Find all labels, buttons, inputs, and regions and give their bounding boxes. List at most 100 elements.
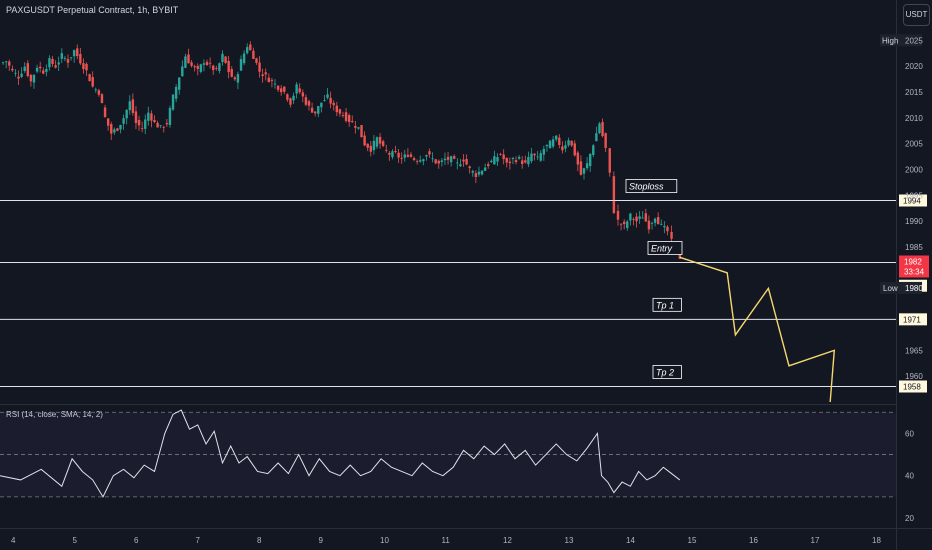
candle-body	[29, 74, 33, 82]
candle-body	[292, 95, 295, 101]
level-label-box	[652, 365, 682, 379]
candle-body	[641, 217, 644, 219]
candle-body	[462, 159, 465, 162]
pane-separator	[0, 404, 896, 405]
candle-body	[190, 62, 193, 66]
price-axis[interactable]: 2020 2015 2010 2005 2000 1995 1990 1985 1965 1960…	[880, 34, 929, 381]
candle-body	[264, 72, 267, 75]
candle-body	[453, 156, 456, 159]
candle-body	[585, 163, 589, 169]
candle-body	[480, 170, 484, 175]
level-tag-bg	[899, 313, 927, 326]
candle-body	[276, 85, 280, 90]
candle-body	[150, 113, 153, 121]
candle-body	[555, 135, 558, 140]
candle-body	[326, 94, 329, 98]
candle-body	[443, 158, 447, 161]
candle-body	[335, 105, 339, 113]
rsi-tick-label: 40	[905, 472, 914, 481]
candle-body	[545, 144, 549, 147]
candle-body	[595, 133, 598, 142]
candle-body	[153, 119, 156, 123]
candle-body	[366, 143, 369, 148]
candle-body	[372, 140, 376, 151]
currency-button[interactable]: USDT	[903, 4, 930, 26]
candle-body	[227, 60, 230, 73]
current-price-timer: 33:34	[904, 268, 925, 277]
candle-body	[419, 160, 422, 162]
candle-body	[412, 158, 416, 161]
candle-body	[193, 66, 196, 68]
time-tick-label: 4	[11, 536, 16, 545]
candle-body	[483, 167, 487, 171]
candle-body	[608, 148, 611, 173]
level-label-box	[647, 241, 683, 255]
candle-body	[156, 122, 159, 128]
time-tick-label: 13	[565, 536, 574, 545]
candle-body	[456, 162, 459, 164]
candle-body	[459, 164, 462, 167]
candle-body	[579, 161, 583, 175]
candle-body	[119, 124, 122, 130]
candle-body	[647, 220, 651, 230]
candle-body	[378, 136, 382, 144]
candle-body	[431, 158, 434, 160]
candle-body	[329, 97, 332, 104]
candle-body	[533, 153, 536, 156]
candle-body	[582, 168, 586, 174]
candle-body	[286, 94, 289, 100]
time-tick-label: 18	[872, 536, 881, 545]
time-tick-label: 9	[319, 536, 324, 545]
candle-body	[85, 63, 88, 71]
candle-body	[94, 89, 97, 91]
chart-title: PAXGUSDT Perpetual Contract, 1h, BYBIT	[6, 5, 179, 15]
time-tick-label: 17	[811, 536, 820, 545]
candle-body	[511, 158, 515, 160]
candle-body	[403, 154, 406, 158]
projection-line	[679, 256, 836, 403]
level-label: Entry	[651, 244, 673, 254]
price-tick-label: 1965	[905, 346, 923, 355]
candle-body	[91, 77, 94, 87]
candle-body	[313, 111, 317, 114]
candle-body	[622, 221, 626, 225]
candle-body	[63, 58, 67, 59]
candle-body	[394, 150, 397, 152]
candle-body	[103, 107, 107, 118]
candle-body	[317, 106, 320, 114]
candle-body	[72, 50, 76, 57]
time-tick-label: 6	[134, 536, 139, 545]
candle-body	[629, 213, 632, 221]
candle-body	[564, 145, 567, 149]
time-axis[interactable]: 4 5 6 7 8 9 10 11 12 13 14 15 16 17 18	[0, 528, 932, 545]
candle-body	[351, 121, 354, 123]
candle-body	[338, 109, 342, 114]
candle-body	[233, 77, 237, 80]
candle-body	[255, 58, 258, 63]
candle-body	[626, 221, 629, 229]
level-tag: 1958	[903, 383, 921, 392]
candle-body	[517, 156, 521, 159]
candle-body	[612, 176, 616, 214]
candle-body	[45, 68, 48, 72]
candle-body	[125, 109, 128, 119]
candle-body	[236, 74, 240, 83]
rsi-panel: 60 40 20	[0, 409, 914, 523]
price-tick-label: 1960	[905, 372, 923, 381]
candle-body	[369, 145, 372, 152]
candle-body	[514, 160, 518, 163]
candle-body	[502, 154, 505, 160]
candle-body	[26, 63, 30, 76]
price-tick-label: 2000	[905, 166, 923, 175]
candle-body	[100, 94, 104, 104]
candle-body	[354, 126, 357, 128]
candle-body	[332, 102, 335, 106]
candle-body	[239, 59, 243, 71]
candle-body	[397, 152, 400, 158]
candle-body	[357, 127, 360, 129]
candle-body	[32, 74, 36, 83]
candle-body	[524, 160, 527, 163]
candle-body	[592, 145, 595, 155]
candle-body	[341, 115, 345, 117]
